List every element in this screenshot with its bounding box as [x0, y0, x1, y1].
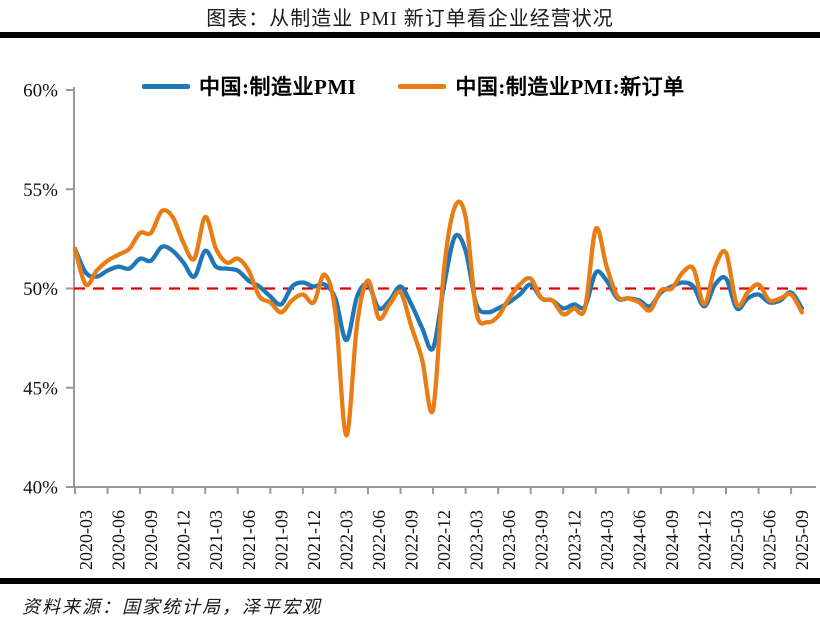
x-tick-label: 2024-09: [662, 510, 682, 570]
x-tick-label: 2024-03: [597, 510, 617, 570]
x-tick-label: 2023-12: [564, 510, 584, 570]
legend-item-new-orders: 中国:制造业PMI:新订单: [398, 71, 684, 101]
pmi-line: [72, 232, 805, 352]
chart-title: 图表：从制造业 PMI 新订单看企业经营状况: [206, 8, 614, 30]
x-tick-label: 2020-03: [76, 510, 96, 570]
chart-legend: 中国:制造业PMI 中国:制造业PMI:新订单: [142, 71, 685, 101]
x-tick-label: 2022-03: [336, 510, 356, 570]
x-tick-label: 2024-12: [694, 510, 714, 570]
legend-label-pmi: 中国:制造业PMI: [199, 75, 357, 99]
y-tick-label: 45%: [23, 378, 58, 399]
x-tick-label: 2020-06: [109, 510, 129, 570]
x-tick-label: 2025-03: [727, 510, 747, 570]
x-tick-label: 2021-06: [239, 510, 259, 570]
legend-item-pmi: 中国:制造业PMI: [142, 71, 356, 101]
bottom-divider: [0, 578, 820, 584]
x-tick-label: 2023-09: [532, 510, 552, 570]
x-tick-label: 2025-06: [760, 510, 780, 570]
y-tick-label: 60%: [23, 81, 58, 102]
x-tick-label: 2022-06: [369, 510, 389, 570]
pmi-line-swatch: [142, 83, 190, 89]
x-tick-label: 2023-06: [499, 510, 519, 570]
top-divider: [0, 32, 820, 38]
x-tick-label: 2022-12: [434, 510, 454, 570]
source-note: 资料来源：国家统计局，泽平宏观: [22, 597, 322, 617]
x-tick-label: 2021-03: [206, 510, 226, 570]
x-tick-label: 2023-03: [467, 510, 487, 570]
y-tick-label: 50%: [23, 279, 58, 300]
x-tick-label: 2024-06: [629, 510, 649, 570]
x-tick-label: 2025-09: [792, 510, 812, 570]
new-orders-line: [72, 199, 805, 438]
x-tick-label: 2022-09: [402, 510, 422, 570]
x-tick-label: 2020-09: [141, 510, 161, 570]
x-tick-label: 2020-12: [174, 510, 194, 570]
x-tick-label: 2021-12: [304, 510, 324, 570]
y-tick-label: 40%: [23, 478, 58, 499]
x-tick-label: 2021-09: [271, 510, 291, 570]
legend-label-new-orders: 中国:制造业PMI:新订单: [455, 75, 685, 99]
new-orders-line-swatch: [398, 83, 447, 89]
y-tick-label: 55%: [23, 180, 58, 201]
